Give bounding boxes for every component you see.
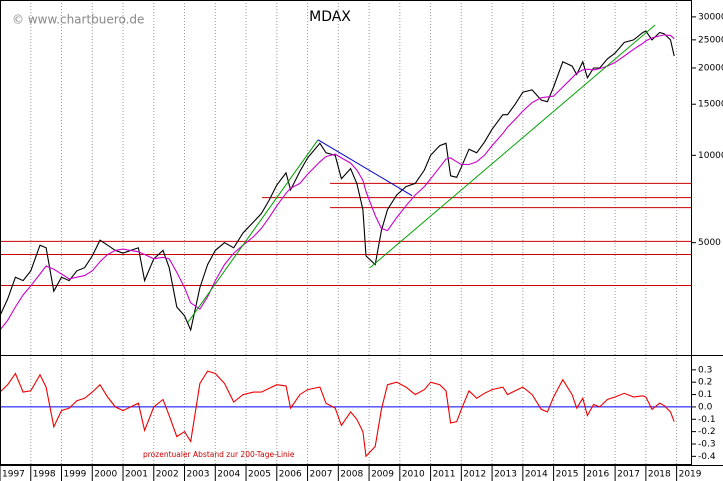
y-tick-label: 15000 xyxy=(698,100,723,110)
plot xyxy=(0,24,692,458)
x-tick-label: 2013 xyxy=(494,470,517,480)
x-tick-label: 2004 xyxy=(217,470,240,480)
x-tick-label: 2014 xyxy=(525,470,548,480)
y-tick-label: -0.4 xyxy=(698,452,716,462)
trend-line xyxy=(187,139,319,323)
x-tick-label: 2012 xyxy=(463,470,486,480)
trend-line xyxy=(317,139,413,197)
grid xyxy=(0,0,678,465)
y-tick-label: 0.1 xyxy=(698,390,712,400)
x-tick-label: 2003 xyxy=(187,470,210,480)
frame xyxy=(0,0,692,465)
y-tick-label: 25000 xyxy=(698,35,723,45)
y-tick-label: 10000 xyxy=(698,151,723,161)
x-tick-label: 2008 xyxy=(340,470,363,480)
x-tick-label: 1998 xyxy=(33,470,56,480)
y-tick-label: 0.2 xyxy=(698,378,712,388)
y-tick-label: -0.3 xyxy=(698,439,716,449)
oscillator-label: prozentualer Abstand zur 200-Tage-Linie xyxy=(143,450,295,459)
x-tick-label: 2007 xyxy=(310,470,333,480)
x-tick-label: 2001 xyxy=(125,470,148,480)
x-tick-label: 2019 xyxy=(679,470,702,480)
x-tick-label: 2002 xyxy=(156,470,179,480)
series-line xyxy=(0,34,675,331)
x-tick-label: 2000 xyxy=(94,470,117,480)
x-tick-label: 2005 xyxy=(248,470,271,480)
trend-line xyxy=(369,24,656,269)
series-line xyxy=(0,370,675,458)
x-tick-label: 2006 xyxy=(279,470,302,480)
y-tick-label: 20000 xyxy=(698,63,723,73)
x-tick-label: 1997 xyxy=(2,470,25,480)
x-tick-label: 2010 xyxy=(402,470,425,480)
x-tick-label: 1999 xyxy=(64,470,87,480)
y-tick-label: 0.0 xyxy=(698,402,713,412)
x-tick-label: 2018 xyxy=(648,470,671,480)
y-tick-label: -0.1 xyxy=(698,415,716,425)
y-tick-label: 0.3 xyxy=(698,365,712,375)
watermark: © www.chartbuero.de xyxy=(12,13,144,27)
x-tick-label: 2017 xyxy=(617,470,640,480)
x-tick-label: 2015 xyxy=(556,470,579,480)
y-tick-label: 5000 xyxy=(698,238,721,248)
x-tick-label: 2009 xyxy=(371,470,394,480)
x-tick-label: 2011 xyxy=(433,470,456,480)
y-tick-label: -0.2 xyxy=(698,427,716,437)
x-tick-label: 2016 xyxy=(586,470,609,480)
chart-title: MDAX xyxy=(309,9,351,25)
